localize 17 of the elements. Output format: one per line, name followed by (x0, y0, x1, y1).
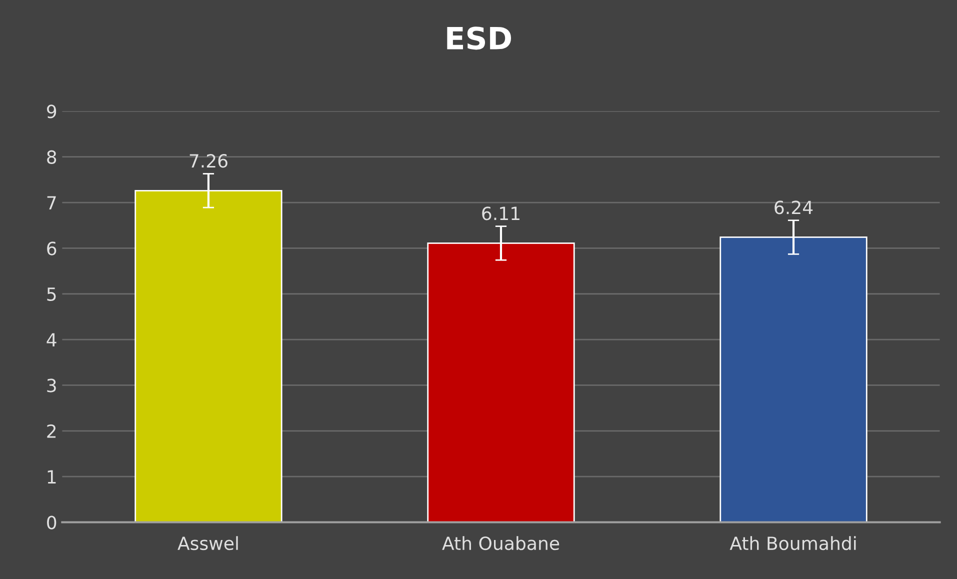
x-tick-label: Ath Boumahdi (730, 536, 856, 550)
data-label: 6.11 (482, 206, 520, 220)
x-tick-label: Asswel (178, 536, 238, 550)
data-label: 7.26 (190, 154, 228, 168)
y-tick-label: 4 (46, 333, 56, 346)
data-label: 6.24 (774, 200, 813, 214)
y-tick-label: 0 (47, 516, 56, 530)
y-tick-label: 6 (47, 242, 56, 256)
y-tick-label: 9 (46, 104, 56, 118)
chart-title: ESD (447, 26, 512, 50)
y-tick-label: 7 (47, 196, 56, 210)
y-tick-label: 2 (47, 424, 56, 438)
y-tick-label: 8 (47, 150, 56, 164)
y-tick-label: 1 (48, 470, 56, 484)
x-tick-label: Ath Ouabane (442, 536, 560, 550)
y-tick-label: 5 (47, 288, 56, 301)
y-tick-label: 3 (47, 378, 56, 392)
